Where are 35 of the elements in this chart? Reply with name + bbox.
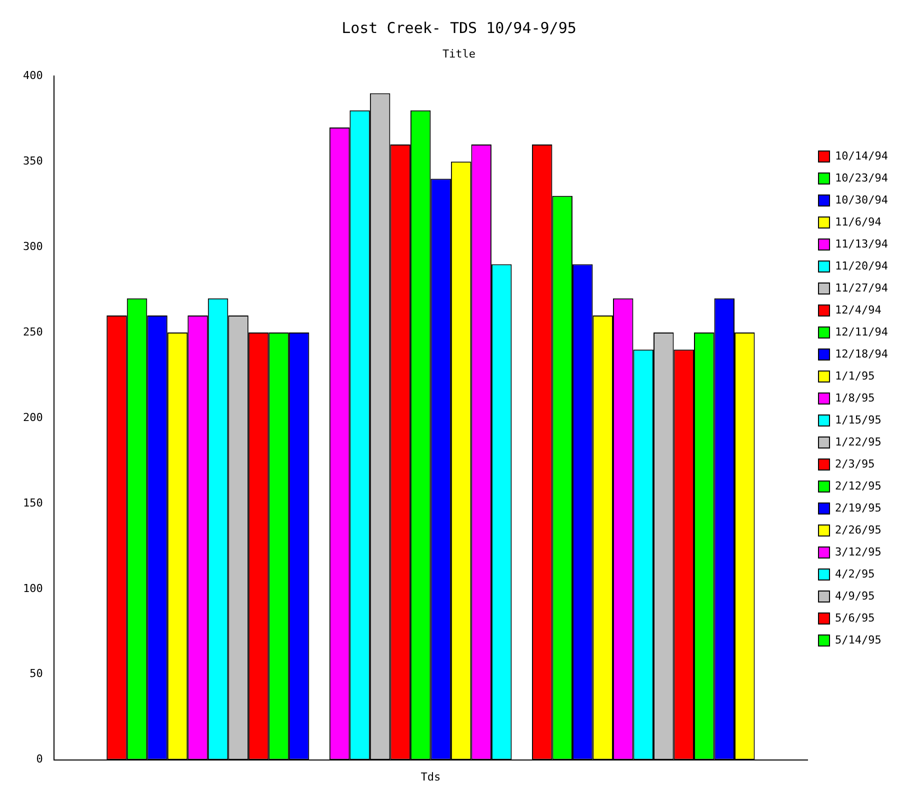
y-tick-label: 100: [22, 582, 43, 595]
legend-label: 10/23/94: [835, 171, 888, 184]
y-tick-label: 200: [22, 410, 43, 424]
chart-title: Lost Creek- TDS 10/94-9/95: [342, 18, 576, 37]
chart-subtitle: Title: [442, 47, 476, 60]
legend-label: 1/22/95: [835, 435, 882, 448]
legend-label: 11/27/94: [835, 281, 888, 294]
legend-label: 4/9/95: [835, 589, 875, 602]
legend-label: 12/4/94: [835, 303, 882, 316]
y-tick-label: 250: [22, 325, 43, 338]
legend-label: 3/12/95: [835, 545, 882, 558]
legend-label: 5/14/95: [835, 633, 882, 646]
legend-label: 1/8/95: [835, 391, 875, 404]
x-tick-label: Tds: [420, 770, 441, 784]
y-tick-label: 150: [22, 496, 43, 510]
y-tick-label: 350: [22, 154, 43, 168]
legend-label: 1/1/95: [835, 369, 875, 382]
legend-label: 11/20/94: [835, 259, 888, 272]
legend-label: 10/14/94: [835, 149, 888, 162]
y-tick-label: 0: [36, 752, 43, 766]
legend-label: 5/6/95: [835, 611, 875, 624]
y-tick-label: 50: [30, 667, 43, 680]
legend-label: 12/18/94: [835, 347, 888, 360]
legend-label: 11/6/94: [835, 215, 882, 228]
legend-label: 1/15/95: [835, 413, 882, 426]
legend-label: 2/26/95: [835, 523, 882, 536]
y-tick-label: 300: [22, 240, 43, 253]
legend-label: 4/2/95: [835, 567, 875, 580]
legend-label: 11/13/94: [835, 237, 888, 250]
legend-label: 2/19/95: [835, 501, 882, 514]
legend-label: 2/12/95: [835, 479, 882, 492]
legend-label: 12/11/94: [835, 325, 888, 338]
y-tick-label: 400: [22, 69, 43, 82]
legend-label: 2/3/95: [835, 457, 875, 470]
legend-label: 10/30/94: [835, 193, 888, 206]
